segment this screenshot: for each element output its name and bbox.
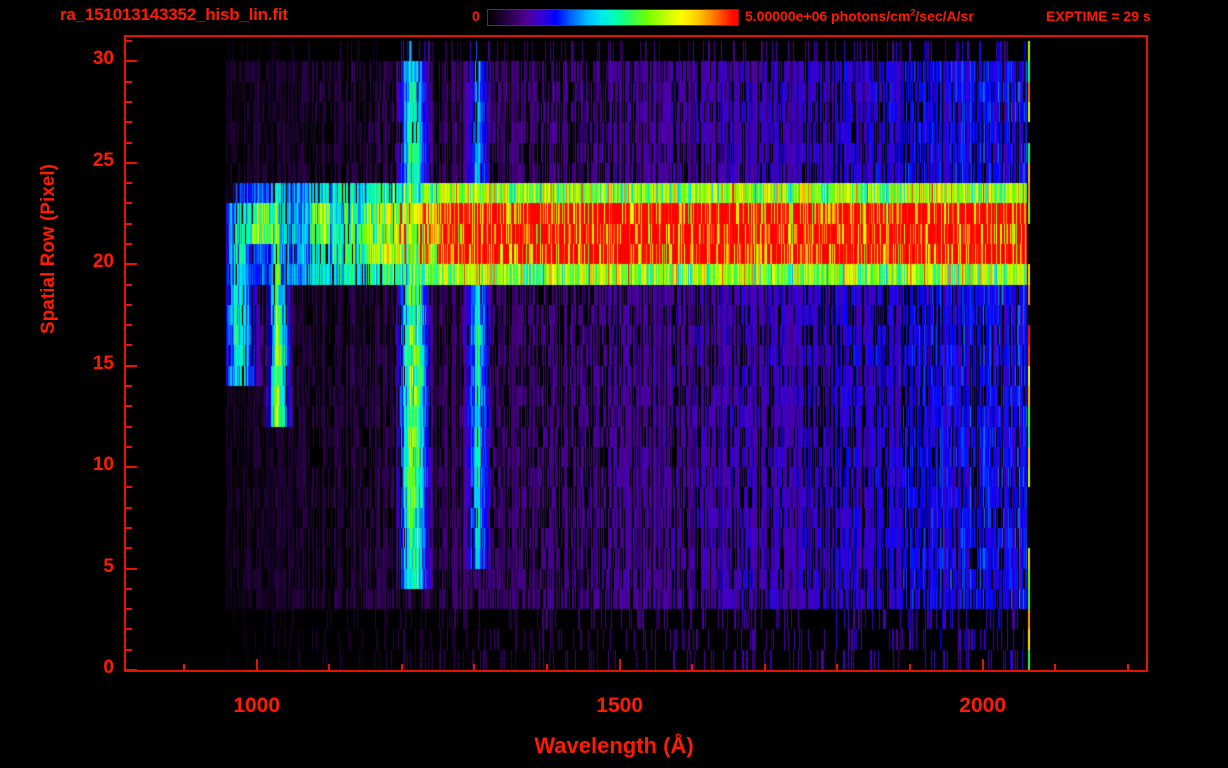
colorbar-max-value: 5.00000e+06 photons/cm <box>745 8 911 24</box>
x-minor-tick <box>764 664 766 672</box>
y-minor-tick <box>124 101 132 103</box>
y-major-tick <box>124 60 137 62</box>
y-minor-tick <box>124 486 132 488</box>
y-major-tick <box>124 568 137 570</box>
y-minor-tick <box>124 547 132 549</box>
y-minor-tick <box>124 426 132 428</box>
x-minor-tick <box>473 664 475 672</box>
file-title: ra_151013143352_hisb_lin.fit <box>60 5 288 24</box>
x-minor-tick <box>909 664 911 672</box>
y-tick-label: 15 <box>92 352 114 374</box>
y-minor-tick <box>124 405 132 407</box>
y-minor-tick <box>124 81 132 83</box>
y-tick-label: 25 <box>92 149 114 171</box>
y-minor-tick <box>124 243 132 245</box>
y-minor-tick <box>124 40 132 42</box>
y-major-tick <box>124 669 137 671</box>
exptime-label: EXPTIME = 29 s <box>1046 8 1151 24</box>
y-minor-tick <box>124 385 132 387</box>
x-axis-title: Wavelength (Å) <box>534 733 694 758</box>
y-tick-label: 30 <box>92 48 114 70</box>
figure-header: ra_151013143352_hisb_lin.fit 0 5.00000e+… <box>0 0 1228 34</box>
x-minor-tick <box>691 664 693 672</box>
y-axis-title: Spatial Row (Pixel) <box>38 164 59 334</box>
y-minor-tick <box>124 142 132 144</box>
x-minor-tick <box>836 664 838 672</box>
y-tick-label: 5 <box>103 555 114 577</box>
y-minor-tick <box>124 304 132 306</box>
colorbar-unit-suffix: /sec/A/sr <box>915 8 974 24</box>
y-minor-tick <box>124 446 132 448</box>
heatmap-canvas <box>126 37 1146 670</box>
x-minor-tick <box>1127 664 1129 672</box>
y-tick-label: 20 <box>92 251 114 273</box>
colorbar-unit-exponent: 2 <box>910 7 916 18</box>
colorbar-min-label: 0 <box>472 8 480 24</box>
y-minor-tick <box>124 608 132 610</box>
y-minor-tick <box>124 628 132 630</box>
y-minor-tick <box>124 324 132 326</box>
x-major-tick <box>256 659 258 672</box>
x-minor-tick <box>328 664 330 672</box>
colorbar <box>487 9 739 26</box>
x-tick-label: 1000 <box>233 694 281 717</box>
y-minor-tick <box>124 344 132 346</box>
x-minor-tick <box>1054 664 1056 672</box>
y-major-tick <box>124 466 137 468</box>
y-major-tick <box>124 162 137 164</box>
x-minor-tick <box>546 664 548 672</box>
y-minor-tick <box>124 527 132 529</box>
y-tick-label: 10 <box>92 454 114 476</box>
y-minor-tick <box>124 202 132 204</box>
x-minor-tick <box>183 664 185 672</box>
colorbar-max-label: 5.00000e+06 photons/cm2/sec/A/sr <box>745 8 974 24</box>
x-tick-label: 2000 <box>959 694 1006 717</box>
y-major-tick <box>124 365 137 367</box>
x-major-tick <box>619 659 621 672</box>
x-minor-tick <box>401 664 403 672</box>
y-minor-tick <box>124 223 132 225</box>
y-major-tick <box>124 263 137 265</box>
y-tick-label: 0 <box>103 657 114 678</box>
y-minor-tick <box>124 649 132 651</box>
y-minor-tick <box>124 182 132 184</box>
y-minor-tick <box>124 121 132 123</box>
x-major-tick <box>982 659 984 672</box>
y-minor-tick <box>124 507 132 509</box>
x-tick-label: 1500 <box>596 694 644 717</box>
plot-frame <box>124 35 1148 672</box>
y-minor-tick <box>124 284 132 286</box>
y-minor-tick <box>124 588 132 590</box>
